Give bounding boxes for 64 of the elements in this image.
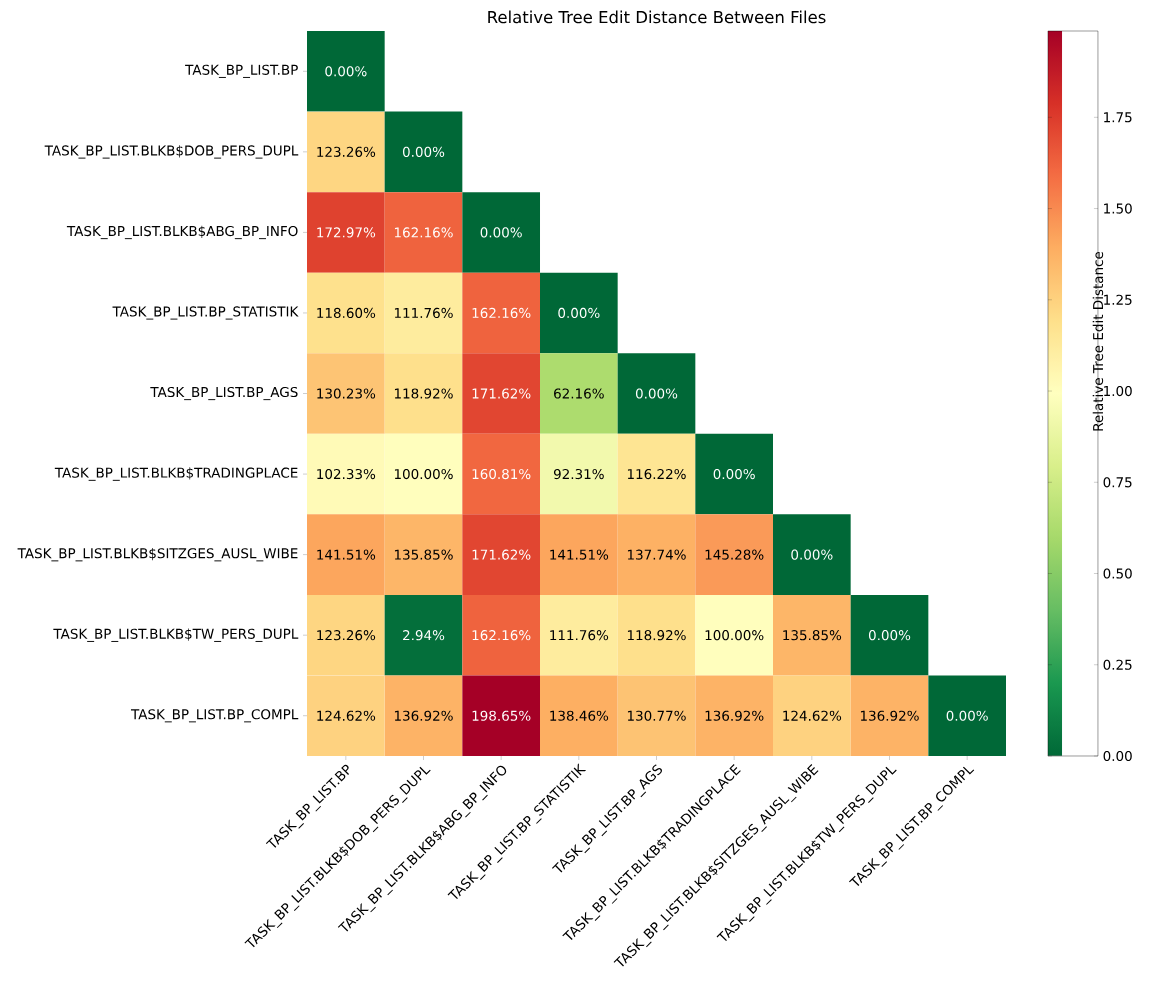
y-tick-label: TASK_BP_LIST.BLKB$ABG_BP_INFO — [66, 225, 298, 240]
y-tick-label: TASK_BP_LIST.BLKB$TRADINGPLACE — [54, 467, 298, 481]
color-bar-label: 0.00 — [1103, 750, 1132, 762]
data-label: 100.00% — [394, 468, 453, 480]
data-label: 123.26% — [317, 630, 376, 641]
data-label: 135.85% — [783, 630, 842, 641]
data-label: 0.00% — [325, 66, 367, 77]
color-bar-label: 1.25 — [1104, 294, 1132, 305]
data-label: 2.94% — [403, 630, 445, 641]
data-label: 138.46% — [550, 710, 609, 721]
data-label: 162.16% — [472, 630, 531, 641]
data-label: 0.00% — [558, 307, 600, 319]
data-label: 0.00% — [946, 710, 988, 721]
data-label: 118.60% — [317, 307, 376, 319]
data-label: 0.00% — [480, 227, 522, 238]
data-label: 171.62% — [472, 549, 531, 560]
chart-title: Relative Tree Edit Distance Between Files — [488, 10, 826, 24]
data-label: 111.76% — [550, 630, 609, 641]
color-bar-label: 0.25 — [1103, 659, 1132, 670]
data-label: 102.33% — [317, 468, 376, 480]
data-label: 124.62% — [317, 710, 376, 721]
y-tick-label: TASK_BP_LIST.BP — [185, 64, 298, 78]
color-bar-title: Relative Tree Edit Distance — [1092, 251, 1104, 431]
color-bar-label: 1.75 — [1104, 112, 1132, 123]
data-label: 198.65% — [472, 710, 531, 721]
color-bar-label: 0.75 — [1103, 477, 1132, 488]
data-label: 0.00% — [402, 146, 445, 157]
y-tick-label: TASK_BP_LIST.BP_AGS — [150, 386, 298, 401]
data-label: 0.00% — [791, 549, 833, 560]
data-label: 172.97% — [317, 227, 376, 238]
y-tick-label: TASK_BP_LIST.BP_COMPL — [130, 709, 299, 723]
data-label: 118.92% — [394, 388, 453, 399]
data-label: 162.16% — [394, 227, 453, 238]
data-label: 130.77% — [627, 710, 686, 721]
data-label: 145.28% — [705, 549, 764, 560]
data-label: 136.92% — [394, 710, 453, 721]
data-label: 160.81% — [472, 468, 531, 480]
data-label: 0.00% — [635, 388, 678, 399]
data-label: 116.22% — [627, 468, 686, 480]
data-label: 136.92% — [860, 710, 919, 721]
color-bar-label: 0.50 — [1103, 568, 1132, 579]
data-label: 136.92% — [705, 710, 764, 721]
data-label: 118.92% — [627, 630, 686, 641]
data-label: 0.00% — [868, 630, 911, 641]
y-tick-label: TASK_BP_LIST.BP_STATISTIK — [112, 306, 299, 320]
y-tick-label: TASK_BP_LIST.BLKB$SITZGES_AUSL_WIBE — [17, 547, 298, 562]
y-tick-label: TASK_BP_LIST.BLKB$DOB_PERS_DUPL — [44, 145, 299, 159]
data-label: 123.26% — [317, 146, 376, 157]
data-label: 162.16% — [472, 307, 531, 319]
data-label: 0.00% — [713, 468, 755, 480]
data-label: 124.62% — [783, 710, 842, 721]
data-label: 100.00% — [705, 630, 764, 641]
data-label: 141.51% — [317, 549, 376, 560]
data-label: 141.51% — [550, 549, 609, 560]
color-bar-label: 1.00 — [1104, 385, 1132, 397]
data-label: 135.85% — [394, 549, 453, 560]
data-label: 92.31% — [553, 468, 604, 480]
data-label: 62.16% — [554, 388, 604, 399]
data-label: 137.74% — [627, 549, 686, 560]
color-bar-label: 1.50 — [1104, 203, 1132, 214]
data-label: 171.62% — [472, 388, 531, 399]
data-label: 130.23% — [317, 388, 376, 399]
y-tick-label: TASK_BP_LIST.BLKB$TW_PERS_DUPL — [53, 628, 299, 642]
data-label: 111.76% — [394, 307, 453, 319]
